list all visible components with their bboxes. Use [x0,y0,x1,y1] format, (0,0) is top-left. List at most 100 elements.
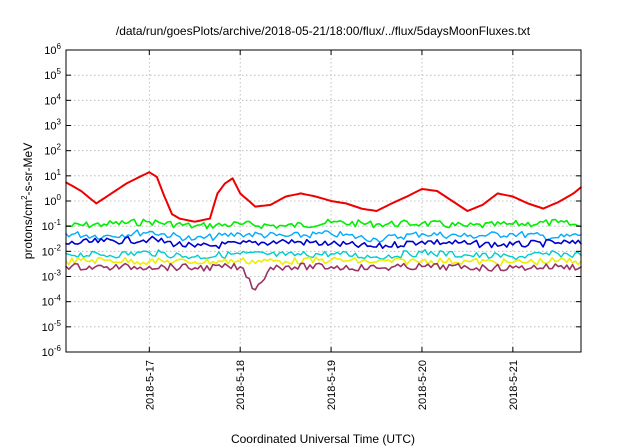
series-7-point [375,267,378,269]
series-1-point [360,207,363,210]
series-5-point [103,254,105,257]
series-3-point [148,230,151,233]
series-6-point [466,260,469,263]
series-7-point [557,265,560,268]
series-line-3 [65,229,582,243]
y-tick-label: 10-5 [42,319,62,334]
y-axis-label: protons/cm2-s-sr-MeV [20,143,35,259]
series-6-point [284,260,287,263]
y-tick-label-exp: -2 [54,243,62,252]
y-tick-label-base: 10 [44,95,56,107]
series-1-point [345,202,348,205]
series-3-point [466,235,469,237]
series-3-point [193,238,196,241]
y-tick-label-base: 10 [42,221,54,233]
y-axis-label-base: protons/cm [21,200,35,259]
y-tick-label: 106 [44,42,61,57]
series-7-point [148,265,151,268]
y-tick-label-exp: 0 [57,193,62,202]
series-line-6 [65,256,582,267]
y-tick-label-base: 10 [44,45,56,57]
series-line-2 [65,218,582,230]
y-tick-label-exp: 2 [57,143,62,152]
x-axis-label: Coordinated Universal Time (UTC) [231,432,415,446]
series-1-point [451,200,454,202]
series-4-point [330,242,332,245]
y-tick-label: 10-4 [42,294,62,309]
y-tick-label-base: 10 [44,171,56,183]
series-1-point [171,213,173,215]
x-tick-label: 2018-5-20 [417,360,429,410]
axis-ticks [66,49,581,353]
series-6-point [103,259,105,261]
y-tick-label: 102 [44,143,61,158]
y-tick-label: 10-1 [42,218,62,233]
series-4-point [421,240,423,243]
series-6-point [239,260,241,262]
series-3-point [512,232,514,235]
series-5-point [421,251,423,254]
series-2-point [375,223,378,225]
series-1-point [375,210,378,212]
series-1-point [481,204,484,206]
series-6-point [148,260,151,263]
series-1-point [466,210,469,212]
series-6-point [330,259,332,261]
series-5-point [330,252,332,255]
y-tick-label: 10-6 [42,344,62,359]
series-7-point [512,267,514,269]
series-7-point [269,266,272,269]
x-tick-label: 2018-5-18 [235,360,247,410]
series-line-4 [65,235,582,250]
y-axis-label-rest: -s-sr-MeV [21,143,35,196]
series-4-point [557,241,560,244]
series-1-point [80,190,82,192]
series-line-7 [65,262,582,291]
series-5-point [193,256,196,258]
series-1-point [512,195,514,198]
series-1-point [406,195,408,198]
y-tick-label: 105 [44,67,61,82]
series-1-point [110,192,113,195]
y-tick-label-exp: -6 [54,344,62,353]
series-1-point [496,192,499,195]
series-2-point [557,221,560,224]
y-tick-label-exp: 6 [57,42,62,51]
series-6-point [375,261,378,263]
series-5-point [512,256,514,258]
series-1-point [193,220,196,223]
y-tick-label: 10-2 [42,243,62,258]
series-5-point [284,254,287,257]
series-2-point [284,225,287,227]
series-line-1 [65,171,582,223]
y-tick-label: 104 [44,92,61,107]
series-1-point [572,192,575,195]
y-tick-label-base: 10 [42,246,54,258]
series-4-point [466,242,469,245]
series-3-point [284,235,287,237]
series-1-point [330,200,332,202]
series-1-point [209,217,211,220]
series-1-point [315,195,317,198]
y-tick-label-exp: 4 [57,92,62,101]
y-tick-label-base: 10 [42,347,54,359]
y-tick-label-base: 10 [42,322,54,334]
series-4-point [103,240,105,243]
series-7-point [239,266,241,268]
series-1-point [390,202,393,205]
series-3-point [239,232,241,235]
y-tick-label-exp: -5 [54,319,62,328]
y-tick-label-exp: -3 [54,269,62,278]
series-1-point [224,182,226,185]
series-5-point [148,251,151,254]
series-1-point [421,188,423,190]
y-tick-label-base: 10 [44,70,56,82]
series-1-point [254,205,257,208]
series-1-point [125,182,128,185]
series-1-point [527,202,529,205]
series-7-point [193,267,196,269]
series-1-point [231,177,234,180]
series-1-point [178,217,181,220]
series-1-point [140,175,143,177]
y-tick-label: 103 [44,118,61,133]
